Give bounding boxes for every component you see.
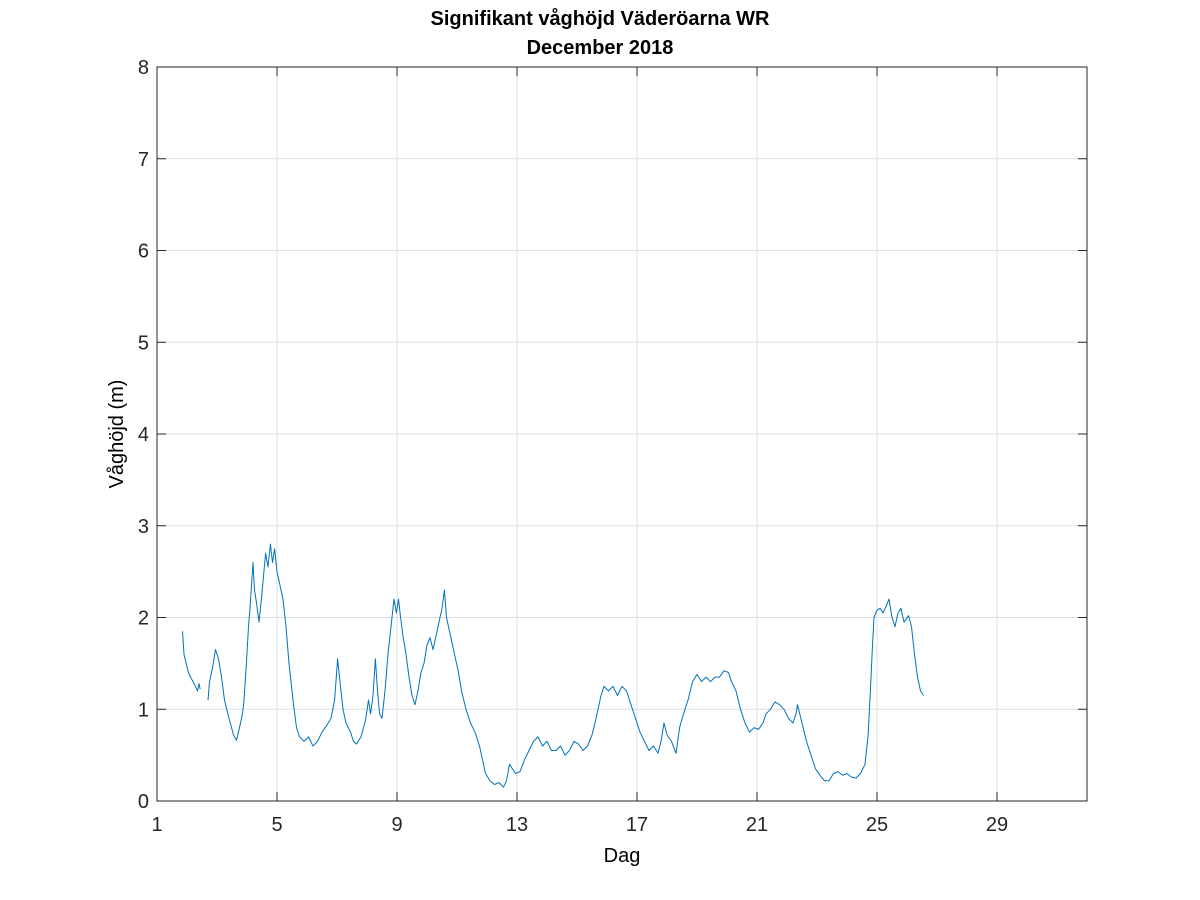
y-tick-label: 2 [138, 608, 149, 630]
x-tick-label: 9 [391, 814, 402, 836]
x-tick-label: 5 [271, 814, 282, 836]
x-axis-label: Dag [604, 845, 641, 867]
tick-marks [156, 66, 1087, 802]
x-tick-label: 25 [866, 814, 888, 836]
x-tick-label: 29 [986, 814, 1008, 836]
y-tick-label: 6 [138, 241, 149, 263]
y-tick-labels: 0 1 2 3 4 5 6 7 8 [138, 57, 149, 813]
chart-title: Signifikant våghöjd Väderöarna WR [430, 8, 770, 30]
y-tick-label: 8 [138, 57, 149, 79]
y-axis-label: Våghöjd (m) [106, 380, 128, 489]
y-tick-label: 5 [138, 332, 149, 354]
x-tick-label: 1 [151, 814, 162, 836]
series-line [207, 543, 924, 788]
y-tick-label: 7 [138, 149, 149, 171]
series-group [182, 543, 924, 788]
x-tick-label: 17 [626, 814, 648, 836]
chart-subtitle: December 2018 [526, 37, 674, 59]
x-tick-labels: 1 5 9 13 17 21 25 29 [151, 814, 1008, 836]
x-tick-label: 13 [506, 814, 528, 836]
y-tick-label: 3 [138, 516, 149, 538]
y-tick-label: 0 [138, 791, 149, 813]
x-tick-label: 21 [746, 814, 768, 836]
y-tick-label: 4 [138, 424, 149, 446]
y-tick-label: 1 [138, 699, 149, 721]
series-line [182, 631, 201, 692]
